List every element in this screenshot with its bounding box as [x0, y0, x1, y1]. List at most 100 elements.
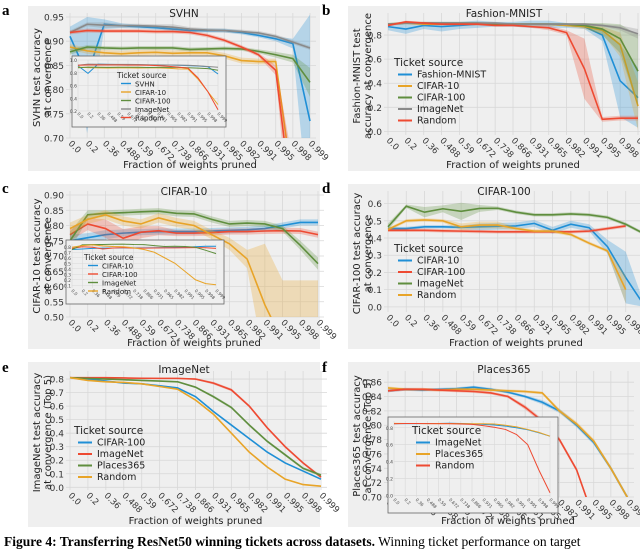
y-axis-label-line: ImageNet test accuracy	[32, 373, 43, 493]
legend-item-cifar-10: CIFAR-10	[135, 89, 166, 97]
y-axis-label-line: accuracy at convergence	[363, 13, 374, 139]
y-axis-label-line: Places365 test accuracy	[352, 375, 363, 497]
caption-rest: Winning ticket performance on target	[375, 534, 581, 549]
y-axis-label-line: CIFAR-100 test accuracy	[352, 193, 363, 315]
y-tick-label: 0.6	[368, 200, 383, 210]
inset-y-tick-label: 0.1	[64, 283, 71, 289]
caption-bold: Figure 4: Transferring ResNet50 winning …	[4, 534, 375, 549]
legend-item-cifar-100: CIFAR-100	[102, 271, 138, 279]
legend-item-cifar-100: CIFAR-100	[417, 267, 465, 278]
legend-item-svhn: SVHN	[135, 81, 155, 89]
x-axis-label: Fraction of weights pruned	[129, 516, 263, 527]
y-axis-label: SVHN test accuracyat convergence	[32, 28, 54, 127]
chart-cifar10: CIFAR-100.500.550.600.650.700.750.800.85…	[18, 181, 320, 353]
y-axis-label-line: at convergence	[363, 215, 374, 293]
y-axis-label-line: at convergence (Top 5)	[43, 375, 54, 490]
legend-item-cifar-100: CIFAR-100	[135, 98, 171, 106]
x-axis-label: Fraction of weights pruned	[449, 338, 583, 349]
legend-item-fashion-mnist: Fashion-MNIST	[417, 70, 486, 81]
x-axis-label: Fraction of weights pruned	[127, 338, 261, 349]
chart-title: ImageNet	[158, 364, 209, 376]
legend-item-random: Random	[417, 290, 456, 301]
y-axis-label: Fashion-MNIST testaccuracy at convergenc…	[352, 13, 374, 139]
y-axis-label-line: at convergence (Top 5)	[363, 378, 374, 493]
legend-title: Ticket source	[73, 425, 143, 437]
inset-y-tick-label: 0.3	[64, 272, 71, 278]
legend-item-cifar-10: CIFAR-10	[417, 81, 459, 92]
inset-y-tick-label: 0.4	[64, 267, 71, 273]
inset-y-tick-label: 0.2	[386, 476, 393, 482]
chart-fashion-mnist: Fashion-MNIST0.00.20.40.60.8Fashion-MNIS…	[338, 3, 640, 175]
x-axis-label: Fraction of weights pruned	[441, 516, 575, 527]
chart-title: CIFAR-10	[161, 186, 208, 198]
legend-item-cifar-10: CIFAR-10	[102, 263, 133, 271]
chart-title: SVHN	[169, 8, 199, 20]
y-tick-label: 0.90	[44, 192, 64, 202]
legend-item-imagenet: ImageNet	[435, 438, 482, 449]
legend-item-cifar-100: CIFAR-100	[97, 438, 145, 449]
legend-item-random: Random	[97, 472, 136, 483]
inset-y-tick-label: 0.2	[64, 278, 71, 284]
chart-title: CIFAR-100	[477, 186, 530, 198]
inset-y-tick-label: 0.4	[386, 460, 393, 466]
legend-title: Ticket source	[83, 253, 134, 262]
legend-item-imagenet: ImageNet	[97, 449, 144, 460]
y-axis-label-line: SVHN test accuracy	[32, 28, 43, 127]
y-tick-label: 0.70	[362, 494, 382, 504]
inset-y-tick-label: 1.0	[70, 58, 77, 64]
legend-item-imagenet: ImageNet	[417, 104, 464, 115]
legend-title: Ticket source	[411, 425, 481, 437]
inset-y-tick-label: 0.4	[70, 96, 77, 102]
inset-y-tick-label: 0.6	[386, 443, 393, 449]
y-axis-label: ImageNet test accuracyat convergence (To…	[32, 373, 54, 493]
inset-y-tick-label: 0.6	[70, 84, 77, 90]
inset-y-tick-label: 0.5	[64, 261, 71, 267]
y-tick-label: 0.50	[44, 314, 64, 324]
legend-item-places365: Places365	[435, 449, 483, 460]
legend-item-cifar-100: CIFAR-100	[417, 93, 465, 104]
chart-imagenet: ImageNet0.00.10.20.30.40.50.60.70.8Image…	[18, 359, 320, 531]
legend-item-random: Random	[135, 115, 164, 123]
y-axis-label-line: at convergence	[43, 217, 54, 295]
legend-item-random: Random	[102, 288, 131, 296]
legend-title: Ticket source	[393, 57, 463, 69]
y-tick-label: 0.85	[44, 207, 64, 217]
y-axis-label: Places365 test accuracyat convergence (T…	[352, 375, 374, 497]
panel-letter-b: b	[322, 3, 330, 20]
y-tick-label: 0.70	[44, 135, 64, 145]
legend-item-cifar-10: CIFAR-10	[417, 256, 459, 267]
inset-y-tick-label: 0.8	[70, 71, 77, 77]
inset-y-tick-label: 0.8	[386, 426, 393, 432]
y-axis-label-line: Fashion-MNIST test	[352, 28, 363, 123]
inset-y-tick-label: 0.0	[386, 493, 393, 499]
legend-title: Ticket source	[393, 243, 463, 255]
inset-y-tick-label: 0.6	[64, 256, 71, 262]
panel-letter-e: e	[2, 360, 9, 377]
legend-item-places365: Places365	[97, 461, 145, 472]
panel-letter-f: f	[322, 360, 327, 377]
y-tick-label: 0.0	[368, 303, 383, 313]
inset-y-tick-label: 0.8	[64, 245, 71, 251]
x-axis-label: Fraction of weights pruned	[123, 160, 257, 171]
chart-places365: Places3650.700.720.740.760.780.800.820.8…	[338, 359, 640, 531]
panel-letter-c: c	[2, 181, 9, 198]
panel-letter-a: a	[2, 3, 10, 20]
legend-item-imagenet: ImageNet	[417, 279, 464, 290]
y-tick-label: 0.95	[44, 14, 64, 24]
inset-y-tick-label: 0.7	[64, 250, 71, 256]
y-axis-label-line: at convergence	[43, 39, 54, 117]
legend-item-random: Random	[435, 461, 474, 472]
legend-title: Ticket source	[116, 71, 167, 80]
chart-cifar100: CIFAR-1000.00.10.20.30.40.50.6CIFAR-100 …	[338, 181, 640, 353]
chart-title: Fashion-MNIST	[466, 8, 543, 20]
y-tick-label: 0.55	[44, 298, 64, 308]
x-axis-label: Fraction of weights pruned	[446, 160, 580, 171]
legend-item-random: Random	[417, 116, 456, 127]
legend-item-imagenet: ImageNet	[135, 106, 169, 114]
y-axis-label-line: CIFAR-10 test accuracy	[32, 198, 43, 313]
chart-title: Places365	[477, 364, 530, 376]
panel-letter-d: d	[322, 181, 330, 198]
legend-item-imagenet: ImageNet	[102, 280, 136, 288]
